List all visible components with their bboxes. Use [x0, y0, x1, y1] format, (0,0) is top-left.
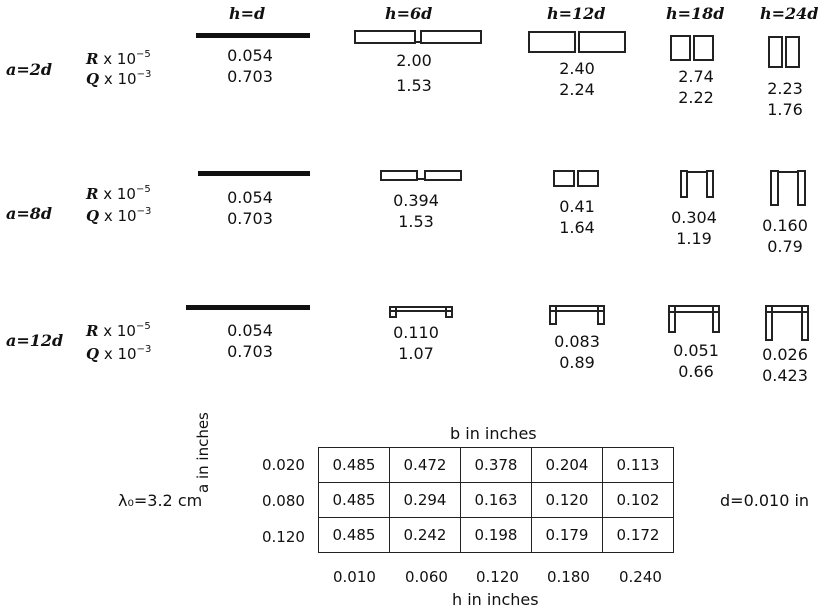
table-cell: 0.198 [460, 517, 532, 553]
cross-section-h18d-a2d [670, 35, 714, 61]
col-header-h-d: h=d [229, 4, 266, 23]
row-label-a-2d: a=2d [6, 60, 53, 79]
value-cell: 0.051 0.66 [673, 341, 719, 381]
r-label: R x 10−5 [86, 49, 151, 68]
value-cell: 2.00 1.53 [396, 51, 432, 95]
r-label: R x 10−5 [86, 321, 151, 340]
a-axis-label: a in inches [194, 412, 212, 493]
row-label-a-12d: a=12d [6, 331, 64, 350]
value-cell: 2.23 1.76 [767, 79, 803, 119]
value-cell: 0.083 0.89 [554, 332, 600, 372]
value-cell: 0.394 1.53 [393, 191, 439, 231]
cross-section-h24d-a2d [768, 36, 800, 68]
table-cell: 0.294 [389, 482, 461, 518]
table-cell: 0.102 [602, 482, 674, 518]
table-col-header: 0.010 [333, 568, 376, 586]
table-row-header: 0.020 [262, 456, 305, 474]
d-label: d=0.010 in [720, 491, 810, 510]
table-row: 0.485 0.242 0.198 0.179 0.172 [318, 517, 674, 553]
cross-section-flat-strip [196, 33, 310, 38]
table-col-header: 0.120 [476, 568, 519, 586]
col-header-h-18d: h=18d [666, 4, 725, 23]
data-table: 0.485 0.472 0.378 0.204 0.113 0.485 0.29… [318, 447, 674, 553]
table-cell: 0.113 [602, 447, 674, 483]
table-cell: 0.120 [531, 482, 603, 518]
cross-section-h24d-a8d [770, 170, 806, 206]
cross-section-h12d-a12d [549, 305, 605, 325]
value-cell: 0.110 1.07 [393, 323, 439, 363]
col-header-h-6d: h=6d [385, 4, 433, 23]
row-label-a-8d: a=8d [6, 204, 53, 223]
col-header-h-24d: h=24d [760, 4, 819, 23]
value-cell: 2.74 2.22 [678, 67, 714, 107]
lambda-label: λ₀=3.2 cm [118, 491, 203, 510]
value-cell: 0.026 0.423 [762, 345, 808, 385]
cross-section-flat-strip [186, 305, 310, 310]
table-cell: 0.179 [531, 517, 603, 553]
table-col-header: 0.240 [619, 568, 662, 586]
value-cell: 0.160 0.79 [762, 216, 808, 256]
table-row: 0.485 0.294 0.163 0.120 0.102 [318, 482, 674, 518]
table-col-header: 0.180 [547, 568, 590, 586]
b-axis-label-text: b in inches [450, 424, 537, 443]
q-label: Q x 10−3 [86, 206, 152, 225]
cross-section-h18d-a8d [680, 170, 714, 198]
r-label: R x 10−5 [86, 184, 151, 203]
table-row-header: 0.080 [262, 492, 305, 510]
cross-section-h12d-a2d [528, 31, 626, 53]
h-axis-label: h in inches [452, 590, 539, 609]
table-cell: 0.472 [389, 447, 461, 483]
table-cell: 0.242 [389, 517, 461, 553]
value-cell: 0.054 0.703 [227, 321, 273, 361]
cross-section-h18d-a12d [668, 305, 720, 333]
value-cell: 0.054 0.703 [227, 46, 273, 86]
value-cell: 2.40 2.24 [559, 59, 595, 99]
table-cell: 0.485 [318, 447, 390, 483]
cross-section-h6d-a2d [354, 30, 482, 44]
table-cell: 0.378 [460, 447, 532, 483]
cross-section-h12d-a8d [553, 170, 599, 187]
table-col-header: 0.060 [405, 568, 448, 586]
value-cell: 0.054 0.703 [227, 188, 273, 228]
col-header-h-12d: h=12d [547, 4, 606, 23]
table-cell: 0.485 [318, 517, 390, 553]
table-row: 0.485 0.472 0.378 0.204 0.113 [318, 447, 674, 483]
cross-section-flat-strip [198, 171, 310, 176]
value-cell: 0.41 1.64 [559, 197, 595, 237]
table-cell: 0.163 [460, 482, 532, 518]
table-row-header: 0.120 [262, 528, 305, 546]
value-cell: 0.304 1.19 [671, 208, 717, 248]
table-cell: 0.204 [531, 447, 603, 483]
cross-section-h6d-a12d [389, 306, 453, 318]
table-cell: 0.172 [602, 517, 674, 553]
q-label: Q x 10−3 [86, 69, 152, 88]
cross-section-h24d-a12d [765, 305, 809, 341]
cross-section-h6d-a8d [380, 170, 462, 181]
q-label: Q x 10−3 [86, 344, 152, 363]
table-cell: 0.485 [318, 482, 390, 518]
